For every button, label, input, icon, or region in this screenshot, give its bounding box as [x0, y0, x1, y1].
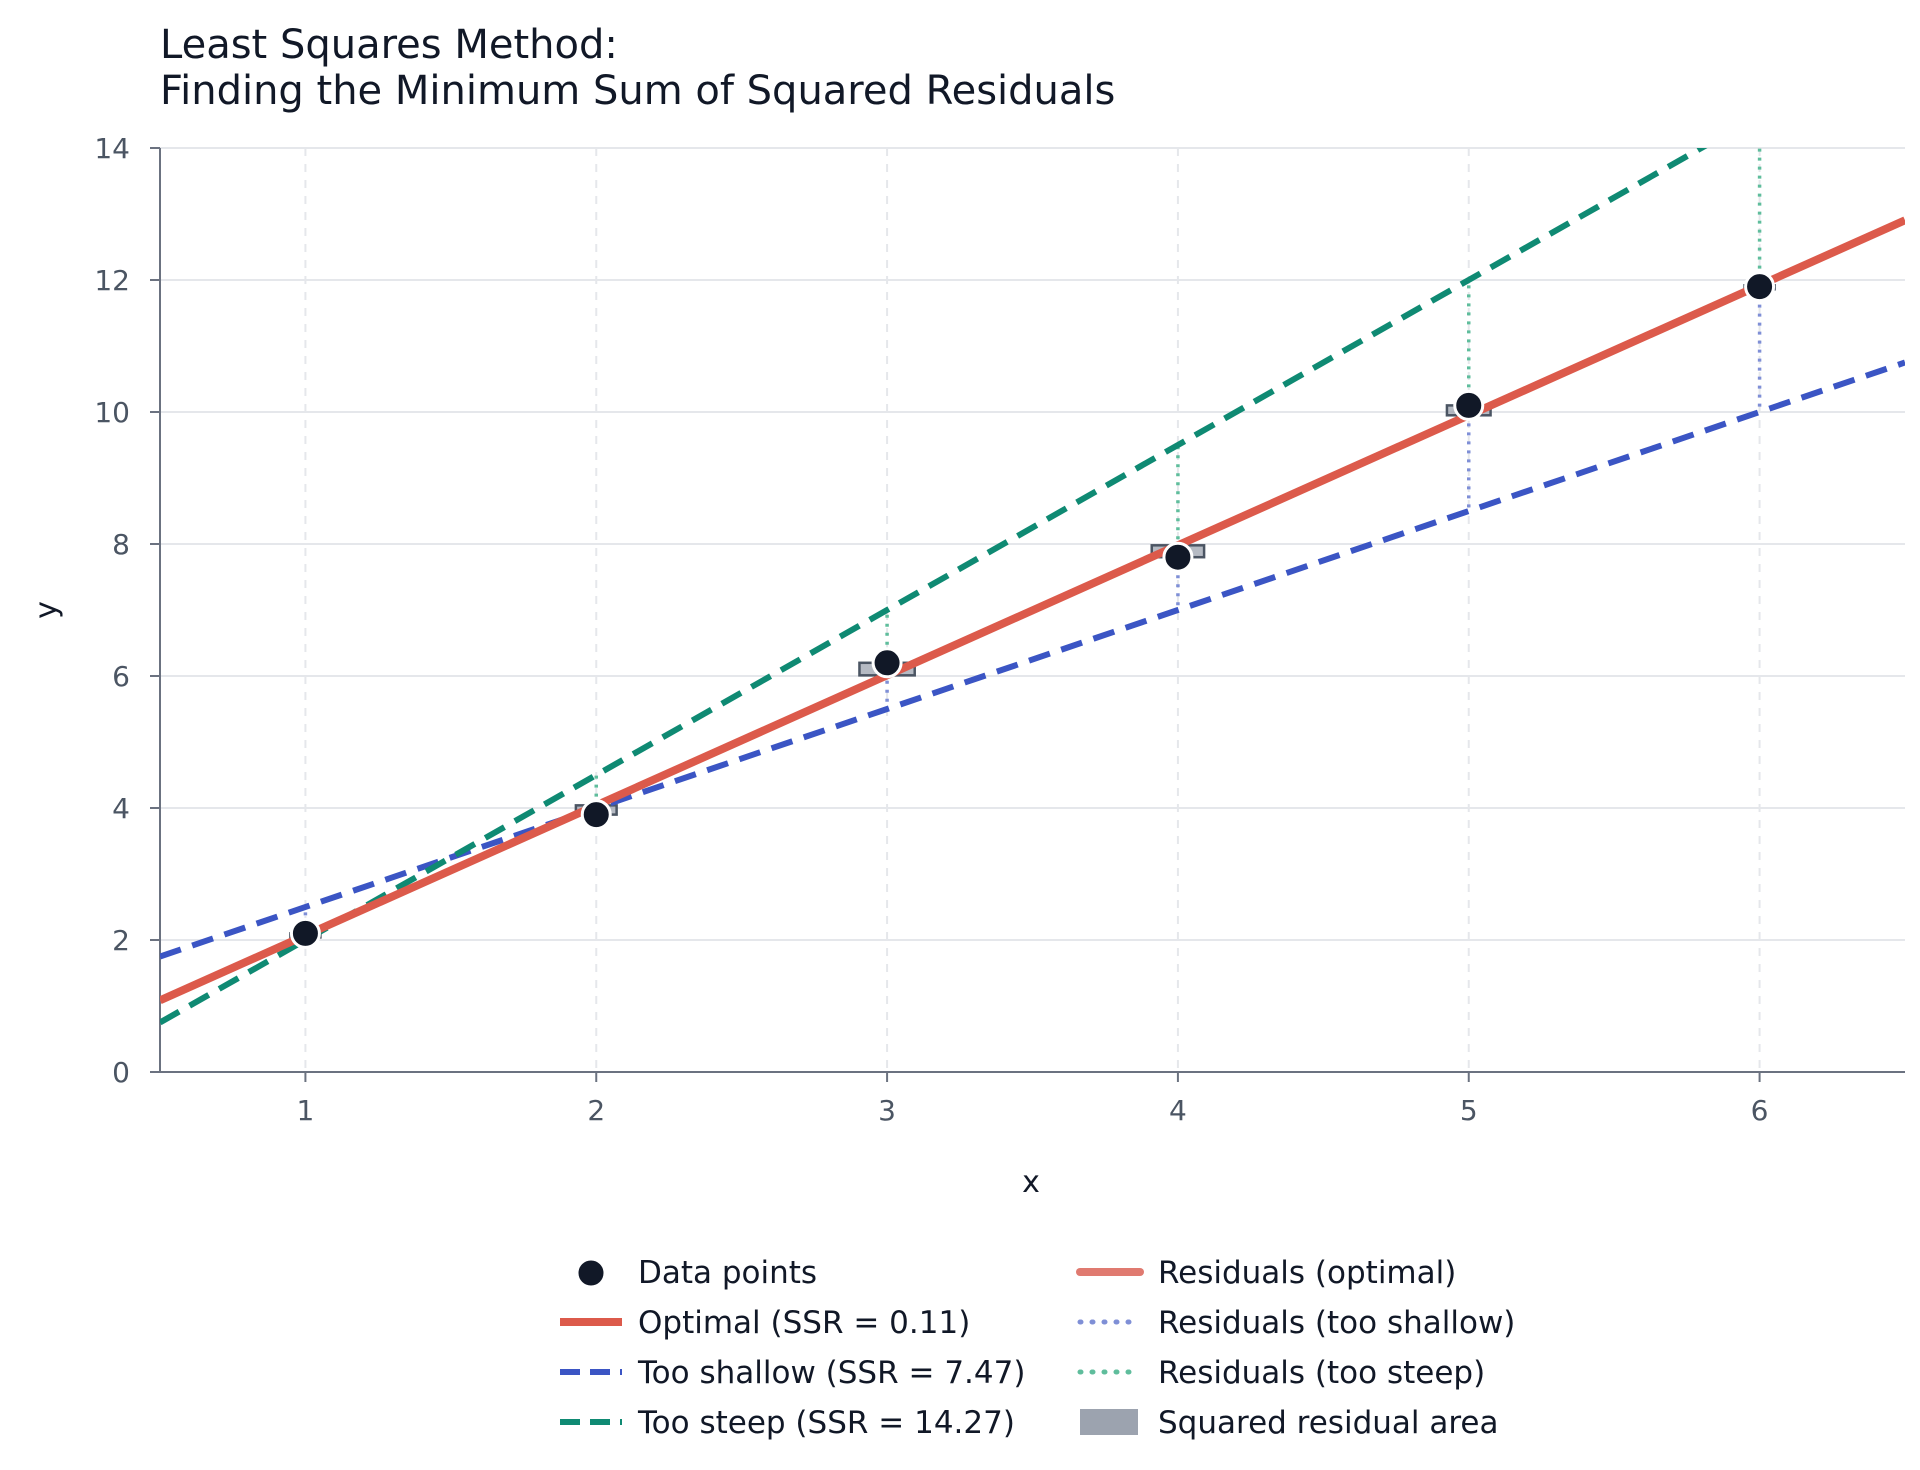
x-tick-label: 6: [1751, 1094, 1769, 1127]
data-points: [289, 271, 1776, 949]
legend-label-residual: Residuals (optimal): [1158, 1255, 1456, 1291]
x-tick-label: 1: [297, 1094, 315, 1127]
legend-label-too-steep: Too steep (SSR = 14.27): [637, 1405, 1015, 1441]
y-tick-label: 8: [112, 528, 130, 561]
data-point: [1744, 271, 1776, 303]
chart-title: Least Squares Method: Finding the Minimu…: [160, 22, 1115, 114]
too-shallow-line: [160, 359, 1905, 960]
legend-label-residual: Squared residual area: [1158, 1405, 1499, 1441]
legend-marker-data-points: [575, 1257, 607, 1289]
y-tick-label: 12: [94, 264, 130, 297]
x-tick-label: 3: [878, 1094, 896, 1127]
data-point: [1162, 541, 1194, 573]
data-point: [871, 647, 903, 679]
chart-title-line-2: Finding the Minimum Sum of Squared Resid…: [160, 68, 1115, 114]
legend-label-too-shallow: Too shallow (SSR = 7.47): [637, 1355, 1025, 1391]
y-tick-label: 4: [112, 792, 130, 825]
x-tick-label: 5: [1460, 1094, 1478, 1127]
legend-label-residual: Residuals (too steep): [1158, 1355, 1485, 1391]
legend: Data points Optimal (SSR = 0.11) Too shall…: [560, 1255, 1515, 1441]
too-steep-line: [160, 148, 1708, 1026]
chart-title-line-1: Least Squares Method:: [160, 22, 618, 68]
x-tick-label: 4: [1169, 1094, 1187, 1127]
y-tick-label: 14: [94, 132, 130, 165]
legend-label-residual: Residuals (too shallow): [1158, 1305, 1515, 1341]
optimal-line: [160, 216, 1905, 1005]
y-axis-label: y: [29, 601, 64, 619]
y-tick-label: 0: [112, 1056, 130, 1089]
x-tick-label: 2: [587, 1094, 605, 1127]
data-point: [1453, 389, 1485, 421]
legend-label-data-points: Data points: [638, 1255, 817, 1291]
y-tick-label: 10: [94, 396, 130, 429]
y-tick-label: 2: [112, 924, 130, 957]
data-point: [289, 917, 321, 949]
fit-lines: [160, 148, 1905, 1026]
legend-marker-squared-area: [1080, 1409, 1138, 1435]
data-point: [580, 799, 612, 831]
grid: [160, 147, 1905, 1072]
legend-label-optimal: Optimal (SSR = 0.11): [638, 1305, 970, 1341]
x-axis-label: x: [1022, 1165, 1040, 1200]
y-tick-label: 6: [112, 660, 130, 693]
